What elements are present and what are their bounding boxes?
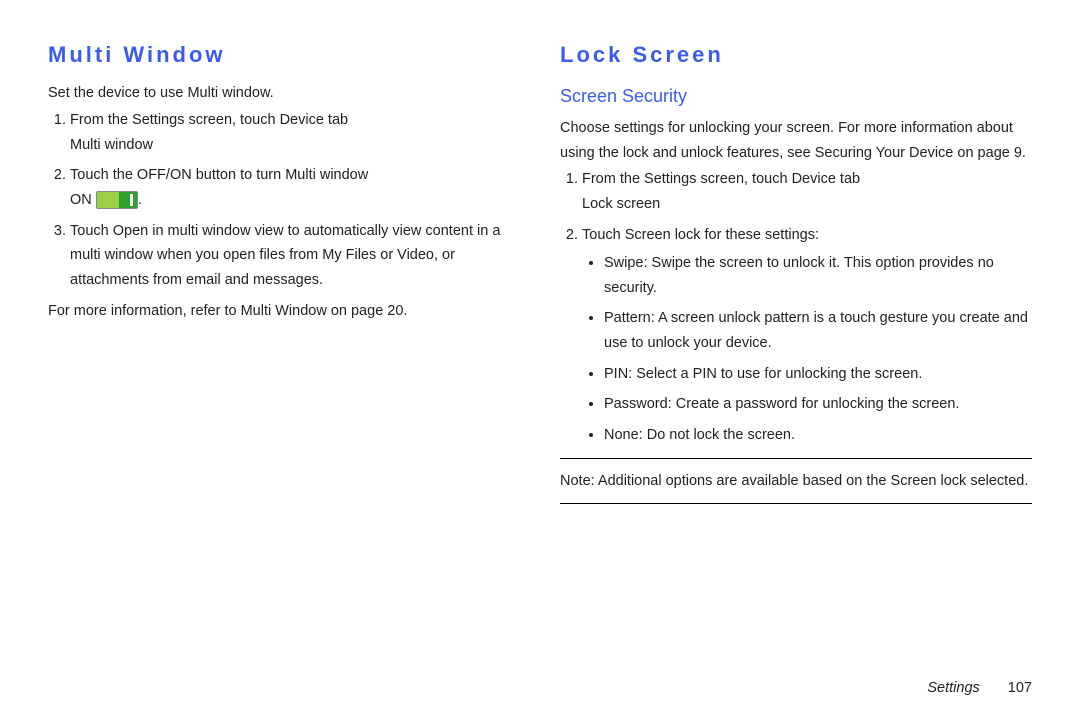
term-settings: Settings [644,171,696,187]
term-off-on: OFF/ON [137,167,192,183]
text: screen, touch [696,171,791,187]
screen-lock-options: Swipe: Swipe the screen to unlock it. Th… [604,251,1032,447]
page-footer: Settings 107 [48,680,1032,696]
text: button to turn Multi window [192,167,369,183]
opt-swipe: Swipe: Swipe the screen to unlock it. Th… [604,251,1032,300]
subheading-screen-security: Screen Security [560,81,1032,112]
toggle-on-icon [96,191,138,209]
term-open-multi-window: Open in multi window view [113,223,284,239]
note-text: Additional options are available based o… [595,473,1029,489]
term-on: ON [70,192,92,208]
footer-section: Settings [927,680,979,696]
opt-pin: PIN: Select a PIN to use for unlocking t… [604,362,1032,387]
text: Touch the [70,167,137,183]
note-rule-bottom [560,503,1032,504]
step-1: From the Settings screen, touch Device t… [70,108,520,157]
note-rule-top [560,458,1032,459]
text: : Create a password for unlocking the sc… [668,396,960,412]
text: tab [324,112,348,128]
text: on page 20. [327,303,408,319]
footer-page-number: 107 [1008,680,1032,696]
text: Touch [70,223,113,239]
xref-multi-window: Multi Window [241,303,327,319]
note-block: Note: Additional options are available b… [560,469,1032,494]
term-device: Device [792,171,836,187]
step-2: Touch the OFF/ON button to turn Multi wi… [70,163,520,212]
two-column-layout: Multi Window Set the device to use Multi… [48,36,1032,680]
term-lock-screen: Lock screen [582,192,1032,217]
lock-screen-steps: From the Settings screen, touch Device t… [582,167,1032,447]
step-1: From the Settings screen, touch Device t… [582,167,1032,216]
manual-page: Multi Window Set the device to use Multi… [0,0,1080,720]
term-swipe: Swipe [604,255,644,271]
term-settings: Settings [132,112,184,128]
term-device: Device [280,112,324,128]
text: From the [70,112,132,128]
heading-lock-screen: Lock Screen [560,36,1032,73]
term-screen-lock: Screen lock [625,227,701,243]
step-3: Touch Open in multi window view to autom… [70,219,520,293]
text: for these settings: [701,227,819,243]
term-password: Password [604,396,668,412]
text: screen, touch [184,112,279,128]
text: From the [582,171,644,187]
term-pin: PIN [604,366,628,382]
heading-multi-window: Multi Window [48,36,520,73]
intro-block: Choose settings for unlocking your scree… [560,116,1032,165]
opt-none: None: Do not lock the screen. [604,423,1032,448]
intro-text: Set the device to use Multi window. [48,81,520,106]
note-label: Note: [560,473,595,489]
opt-password: Password: Create a password for unlockin… [604,392,1032,417]
text: on page 9. [953,145,1026,161]
text: : A screen unlock pattern is a touch ges… [604,310,1028,351]
text: : Do not lock the screen. [639,427,795,443]
left-column: Multi Window Set the device to use Multi… [48,36,520,680]
step-2: Touch Screen lock for these settings: Sw… [582,223,1032,448]
multi-window-steps: From the Settings screen, touch Device t… [70,108,520,292]
opt-pattern: Pattern: A screen unlock pattern is a to… [604,306,1032,355]
text: : Swipe the screen to unlock it. This op… [604,255,994,296]
text: For more information, refer to [48,303,241,319]
term-multi-window: Multi window [70,133,520,158]
term-none: None [604,427,639,443]
term-pattern: Pattern [604,310,651,326]
more-info: For more information, refer to Multi Win… [48,299,520,324]
text: : Select a PIN to use for unlocking the … [628,366,922,382]
period: . [138,192,142,208]
right-column: Lock Screen Screen Security Choose setti… [560,36,1032,680]
xref-securing-device: Securing Your Device [815,145,954,161]
text: Touch [582,227,625,243]
text: tab [836,171,860,187]
